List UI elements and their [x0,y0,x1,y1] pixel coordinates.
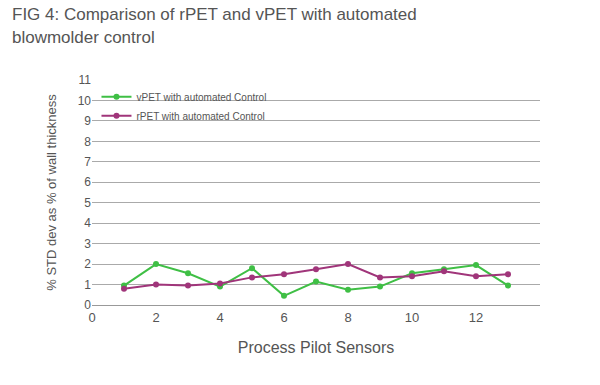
svg-text:0: 0 [84,298,91,312]
svg-text:% STD dev as % of wall thickne: % STD dev as % of wall thickness [44,94,59,291]
svg-text:11: 11 [79,73,92,87]
svg-text:8: 8 [84,135,91,149]
svg-text:8: 8 [344,310,351,325]
svg-text:6: 6 [84,175,91,189]
svg-text:2: 2 [84,257,91,271]
svg-text:3: 3 [84,237,91,251]
svg-text:12: 12 [469,310,483,325]
svg-text:vPET with automated Control: vPET with automated Control [136,92,266,103]
svg-text:0: 0 [88,310,95,325]
svg-text:2: 2 [152,310,159,325]
svg-text:10: 10 [78,94,92,108]
svg-text:5: 5 [84,196,91,210]
svg-text:9: 9 [84,114,91,128]
svg-text:1: 1 [84,278,91,292]
svg-text:4: 4 [84,216,91,230]
svg-text:6: 6 [280,310,287,325]
svg-text:7: 7 [84,155,91,169]
svg-text:10: 10 [405,310,419,325]
svg-text:Process Pilot Sensors: Process Pilot Sensors [238,339,395,356]
svg-text:rPET with automated Control: rPET with automated Control [136,111,264,122]
svg-text:4: 4 [216,310,223,325]
svg-text:FIG 4: Comparison of rPET and: FIG 4: Comparison of rPET and vPET with … [12,5,417,46]
